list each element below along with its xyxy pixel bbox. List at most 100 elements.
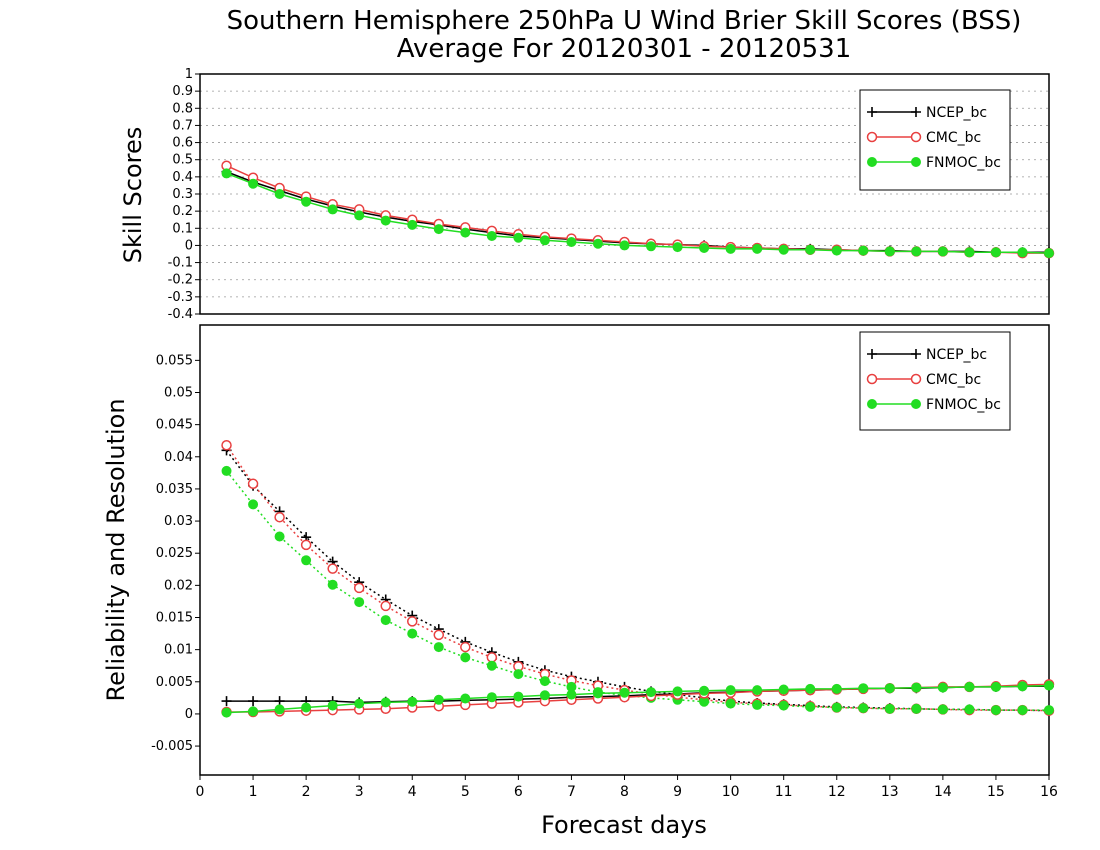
- top-y-tick-label: -0.1: [168, 256, 193, 271]
- bottom-y-tick-label: 0.055: [156, 353, 193, 368]
- bottom-point-fnmoc-bc: [248, 499, 259, 510]
- bottom-legend-marker: [911, 399, 921, 409]
- top-point-fnmoc-bc: [1044, 248, 1054, 259]
- bottom-point-fnmoc-bc: [354, 698, 365, 709]
- bottom-point-ncep-bc: [274, 696, 285, 707]
- bottom-point-fnmoc-bc: [486, 660, 497, 671]
- top-y-tick-label: 0.6: [172, 136, 193, 151]
- bottom-point-fnmoc-bc: [646, 687, 657, 698]
- reliability-resolution-panel: Reliability and Resolution Forecast days…: [102, 324, 1058, 839]
- x-tick-label: 4: [408, 784, 417, 800]
- bottom-series-line-ncep-bc-solid: [226, 685, 1049, 704]
- top-point-fnmoc-bc: [778, 244, 789, 255]
- x-tick-label: 3: [355, 784, 364, 800]
- bottom-point-fnmoc-bc: [460, 652, 471, 663]
- bottom-point-cmc-bc: [407, 616, 418, 627]
- top-legend-marker: [867, 157, 877, 167]
- bottom-point-fnmoc-bc: [248, 706, 259, 717]
- bottom-point-cmc-bc: [327, 563, 338, 574]
- top-point-fnmoc-bc: [274, 189, 285, 199]
- bottom-point-fnmoc-bc: [831, 702, 842, 713]
- x-tick-label: 11: [775, 784, 793, 800]
- bottom-y-tick-label: -0.005: [151, 739, 193, 754]
- top-point-fnmoc-bc: [539, 235, 550, 246]
- bottom-point-fnmoc-bc: [858, 703, 869, 714]
- bottom-point-fnmoc-bc: [513, 669, 524, 680]
- bottom-point-fnmoc-bc: [937, 682, 948, 693]
- top-y-tick-label: 0.2: [172, 204, 193, 219]
- top-y-tick-label: -0.4: [168, 307, 193, 322]
- bottom-legend-label-fnmoc-bc: FNMOC_bc: [926, 397, 1001, 413]
- bottom-series-line-ncep-bc-dotted: [225, 449, 1050, 712]
- bottom-y-tick-label: 0.005: [156, 675, 193, 690]
- x-tick-label: 0: [196, 784, 205, 800]
- bottom-point-fnmoc-bc: [725, 698, 736, 709]
- bottom-point-fnmoc-bc: [1017, 681, 1028, 692]
- bottom-point-fnmoc-bc: [221, 707, 232, 718]
- bottom-point-cmc-bc: [486, 652, 498, 663]
- top-point-fnmoc-bc: [301, 196, 312, 207]
- bottom-point-fnmoc-bc: [1044, 680, 1054, 691]
- bottom-y-tick-label: 0.035: [156, 482, 193, 497]
- bottom-point-fnmoc-bc: [884, 703, 895, 714]
- top-legend-marker: [866, 131, 878, 143]
- x-tick-label: 2: [302, 784, 311, 800]
- top-y-tick-label: 0.7: [172, 118, 193, 133]
- top-y-tick-label: 0.5: [172, 153, 193, 168]
- top-point-fnmoc-bc: [619, 240, 630, 251]
- x-tick-label: 6: [514, 784, 523, 800]
- bottom-y-tick-label: 0.03: [164, 514, 193, 529]
- bottom-point-fnmoc-bc: [805, 683, 816, 694]
- bottom-point-ncep-bc: [248, 696, 259, 707]
- top-legend-label-fnmoc-bc: FNMOC_bc: [926, 155, 1001, 171]
- bottom-point-fnmoc-bc: [699, 685, 710, 696]
- bottom-y-tick-label: 0.04: [164, 450, 193, 465]
- bottom-point-fnmoc-bc: [513, 691, 524, 702]
- bottom-legend-box: [859, 331, 1011, 431]
- bottom-point-fnmoc-bc: [911, 703, 922, 714]
- bottom-point-fnmoc-bc: [380, 697, 391, 708]
- bottom-point-fnmoc-bc: [778, 700, 789, 711]
- bottom-point-cmc-bc: [221, 439, 232, 451]
- bottom-point-fnmoc-bc: [619, 687, 630, 698]
- x-tick-label: 10: [722, 784, 740, 800]
- bottom-point-fnmoc-bc: [858, 683, 869, 694]
- top-point-fnmoc-bc: [513, 232, 524, 243]
- bottom-legend-label-ncep-bc: NCEP_bc: [926, 347, 987, 363]
- top-point-fnmoc-bc: [911, 246, 922, 257]
- bottom-point-fnmoc-bc: [752, 685, 763, 696]
- top-y-tick-label: 0.1: [172, 221, 193, 236]
- bottom-point-fnmoc-bc: [354, 597, 365, 608]
- bottom-point-fnmoc-bc: [566, 689, 577, 700]
- bottom-y-tick-label: 0.01: [164, 643, 193, 658]
- bottom-point-fnmoc-bc: [274, 704, 285, 715]
- top-y-tick-label: -0.3: [168, 290, 193, 305]
- bottom-point-fnmoc-bc: [805, 701, 816, 712]
- top-point-fnmoc-bc: [672, 242, 683, 253]
- bottom-point-fnmoc-bc: [778, 684, 789, 695]
- bottom-point-fnmoc-bc: [433, 694, 444, 705]
- top-point-fnmoc-bc: [725, 243, 736, 254]
- bottom-point-cmc-bc: [353, 582, 365, 594]
- top-y-tick-label: -0.2: [168, 273, 193, 288]
- bottom-point-ncep-bc: [221, 696, 232, 707]
- top-legend-marker: [911, 107, 921, 117]
- top-point-fnmoc-bc: [354, 210, 365, 221]
- bottom-y-tick-label: 0.05: [164, 386, 193, 401]
- x-tick-label: 1: [249, 784, 258, 800]
- x-tick-label: 12: [828, 784, 846, 800]
- bottom-point-fnmoc-bc: [725, 685, 736, 696]
- bottom-point-fnmoc-bc: [1044, 705, 1054, 716]
- bottom-point-fnmoc-bc: [964, 704, 975, 715]
- bottom-legend-marker: [866, 373, 878, 385]
- bottom-point-fnmoc-bc: [486, 692, 497, 703]
- top-point-fnmoc-bc: [592, 238, 603, 249]
- top-y-tick-label: 1: [185, 67, 193, 82]
- bottom-legend-marker: [911, 349, 921, 359]
- top-y-axis-label: Skill Scores: [119, 127, 147, 264]
- bottom-point-fnmoc-bc: [964, 681, 975, 692]
- x-axis-label: Forecast days: [541, 811, 707, 839]
- bottom-point-cmc-bc: [460, 641, 471, 653]
- bottom-point-fnmoc-bc: [327, 700, 338, 711]
- bottom-point-cmc-bc: [247, 478, 259, 490]
